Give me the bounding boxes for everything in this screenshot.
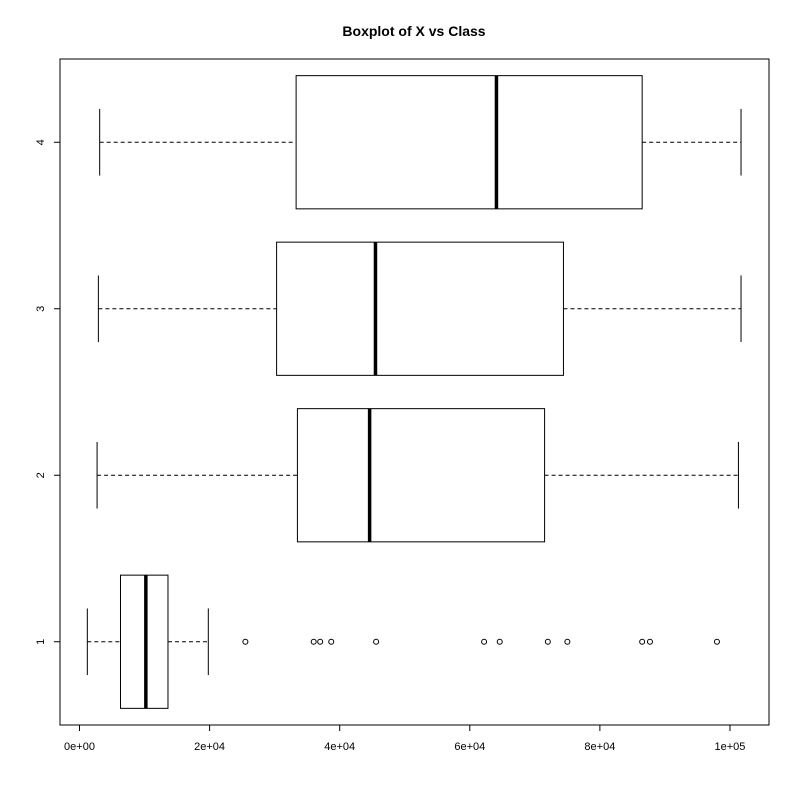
outlier-point (646, 638, 653, 645)
x-tick-label: 6e+04 (454, 741, 485, 753)
x-tick-label: 0e+00 (64, 741, 95, 753)
outlier-point (713, 638, 720, 645)
outlier-point (639, 638, 646, 645)
y-tick-label: 4 (35, 139, 47, 145)
outlier-point (564, 638, 571, 645)
y-axis: 1 2 3 4 (35, 139, 61, 645)
box-group-class-4 (99, 75, 742, 210)
chart-title: Boxplot of X vs Class (342, 23, 485, 39)
outlier-point (544, 638, 551, 645)
outlier-point (481, 638, 488, 645)
box-group-class-3 (97, 241, 742, 376)
x-axis: 0e+00 2e+04 4e+04 6e+04 8e+04 1e+05 (64, 724, 746, 753)
x-tick-label: 4e+04 (324, 741, 355, 753)
outlier-point (310, 638, 317, 645)
outlier-point (496, 638, 503, 645)
x-tick-label: 2e+04 (194, 741, 225, 753)
outlier-point (317, 638, 324, 645)
boxes-layer (86, 75, 742, 709)
y-tick-label: 2 (35, 472, 47, 478)
box-group-class-2 (96, 408, 739, 543)
box-iqr (296, 408, 546, 543)
box-group-class-1 (86, 574, 720, 709)
box-iqr (276, 241, 564, 376)
outlier-point (242, 638, 249, 645)
box-iqr (295, 75, 643, 210)
y-tick-label: 1 (35, 639, 47, 645)
y-tick-label: 3 (35, 306, 47, 312)
outlier-point (328, 638, 335, 645)
x-tick-label: 1e+05 (715, 741, 746, 753)
x-tick-label: 8e+04 (584, 741, 615, 753)
outlier-point (373, 638, 380, 645)
